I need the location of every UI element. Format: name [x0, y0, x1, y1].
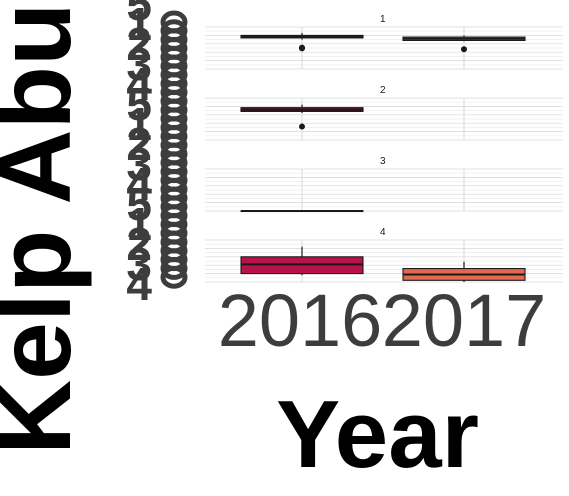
facet-strip-label: 3: [380, 156, 386, 167]
x-tick-label-2016: 2016: [217, 279, 383, 362]
box-2017: [402, 35, 526, 53]
y-tick-label: 2: [126, 218, 152, 270]
box-2016: [240, 246, 364, 276]
facet-panel-4: 4: [205, 227, 563, 283]
y-tick-label: 4: [126, 58, 152, 110]
y-tick-label: 5: [126, 78, 152, 130]
box-2016: [240, 104, 364, 130]
facet-strip-label: 4: [380, 227, 386, 238]
circle-marker: [160, 256, 188, 280]
facet-panel-2: 2: [205, 85, 563, 141]
y-tick-label: 5: [126, 0, 152, 30]
y-tick-label: 1: [126, 98, 152, 150]
box-2017: [402, 261, 526, 282]
y-tick-label: 4: [126, 258, 152, 310]
y-tick-label: 5: [126, 178, 152, 230]
circle-marker: [160, 265, 188, 289]
facet-panel-1: 1: [205, 14, 563, 70]
y-tick-label: 1: [126, 198, 152, 250]
x-axis-label: Year: [276, 381, 479, 488]
x-tick-label-2017: 2017: [381, 279, 547, 362]
y-tick-label: 2: [126, 18, 152, 70]
y-axis-label: Kelp Abundance: [0, 0, 93, 455]
y-tick-label: 1: [126, 0, 152, 50]
y-tick-label: 2: [126, 118, 152, 170]
outlier-point: [461, 46, 467, 53]
facet-panel-3: 3: [205, 156, 563, 213]
y-axis-circle-markers: [160, 10, 188, 289]
outlier-point: [299, 44, 305, 51]
facet-strip-label: 1: [380, 14, 386, 25]
outlier-point: [299, 123, 305, 130]
y-tick-label: 3: [126, 138, 152, 190]
y-tick-label: 4: [126, 158, 152, 210]
box-2016: [240, 32, 364, 52]
facet-panels: 1 2 3 4: [205, 14, 563, 283]
box-2016: [240, 210, 364, 213]
facet-strip-label: 2: [380, 85, 386, 96]
y-tick-label: 3: [126, 38, 152, 90]
y-tick-label: 3: [126, 238, 152, 290]
